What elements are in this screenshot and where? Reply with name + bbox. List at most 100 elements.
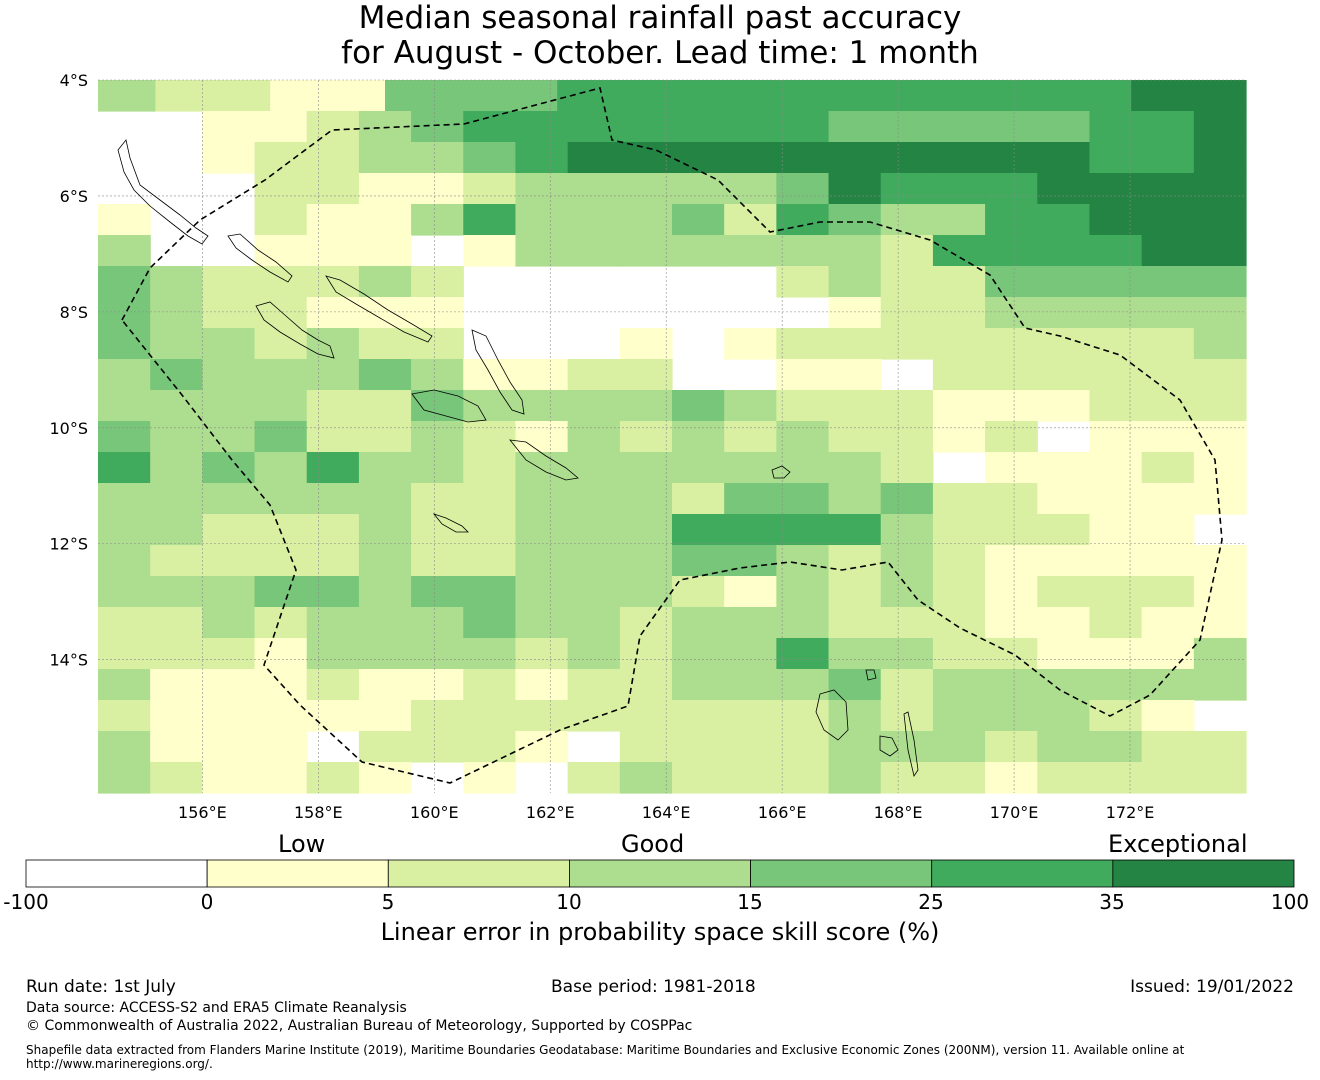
skill-cell bbox=[411, 669, 464, 701]
skill-cell bbox=[202, 297, 256, 329]
skill-cell bbox=[724, 328, 777, 360]
skill-cell bbox=[411, 700, 464, 732]
skill-cell bbox=[1037, 297, 1091, 329]
skill-cell bbox=[1193, 297, 1247, 329]
skill-cell bbox=[150, 328, 203, 360]
skill-cell bbox=[515, 576, 569, 608]
skill-cell bbox=[1193, 638, 1247, 670]
coastline-makira bbox=[509, 439, 579, 481]
skill-cell bbox=[254, 390, 308, 422]
skill-cell bbox=[932, 359, 986, 391]
skill-cell bbox=[1193, 669, 1247, 701]
skill-cell bbox=[358, 731, 412, 763]
skill-cell bbox=[98, 731, 151, 763]
skill-cell bbox=[567, 483, 621, 515]
skill-cell bbox=[776, 359, 830, 391]
skill-cell bbox=[567, 173, 621, 205]
skill-cell bbox=[306, 452, 360, 484]
skill-cell bbox=[202, 483, 256, 515]
skill-cell bbox=[932, 669, 986, 701]
skill-cell bbox=[1037, 173, 1091, 205]
skill-cell bbox=[98, 80, 156, 112]
skill-cell bbox=[880, 390, 934, 422]
skill-cell bbox=[672, 173, 725, 205]
data-source: Data source: ACCESS-S2 and ERA5 Climate … bbox=[26, 1000, 407, 1016]
skill-cell bbox=[985, 514, 1038, 546]
skill-cell bbox=[567, 452, 621, 484]
skill-cell bbox=[880, 297, 934, 329]
skill-cell bbox=[411, 483, 464, 515]
skill-cell bbox=[411, 390, 464, 422]
skill-cell bbox=[932, 731, 986, 763]
latitude-label: 10°S bbox=[49, 419, 88, 438]
skill-cell bbox=[932, 204, 986, 236]
eez-boundary bbox=[121, 87, 1223, 784]
skill-cell bbox=[306, 390, 360, 422]
skill-cell bbox=[672, 607, 725, 639]
skill-cell bbox=[1089, 638, 1143, 670]
skill-cell bbox=[776, 111, 830, 143]
skill-grid bbox=[98, 80, 1247, 794]
skill-cell bbox=[254, 266, 308, 298]
skill-cell bbox=[985, 545, 1038, 577]
skill-cell bbox=[672, 545, 725, 577]
skill-cell bbox=[1089, 452, 1143, 484]
skill-cell bbox=[619, 328, 673, 360]
skill-cell bbox=[463, 142, 517, 174]
skill-cell bbox=[1141, 235, 1195, 267]
skill-cell bbox=[463, 669, 517, 701]
skill-cell bbox=[776, 421, 830, 453]
skill-cell bbox=[98, 328, 151, 360]
skill-cell bbox=[98, 607, 151, 639]
skill-cell bbox=[880, 421, 934, 453]
skill-cell bbox=[1037, 142, 1091, 174]
skill-cell bbox=[724, 607, 777, 639]
skill-cell bbox=[880, 669, 934, 701]
colorbar-segment bbox=[931, 859, 1114, 888]
skill-cell bbox=[463, 421, 517, 453]
skill-cell bbox=[880, 545, 934, 577]
skill-cell bbox=[828, 576, 882, 608]
skill-cell bbox=[1193, 452, 1247, 484]
skill-cell bbox=[567, 235, 621, 267]
skill-cell bbox=[880, 762, 934, 794]
skill-cell bbox=[828, 235, 882, 267]
skill-cell bbox=[358, 235, 412, 267]
skill-cell bbox=[254, 204, 308, 236]
skill-cell bbox=[932, 297, 986, 329]
skill-cell bbox=[619, 235, 673, 267]
skill-cell bbox=[463, 700, 517, 732]
skill-cell bbox=[254, 452, 308, 484]
map-title-line1: Median seasonal rainfall past accuracy bbox=[358, 0, 962, 36]
skill-cell bbox=[828, 483, 882, 515]
skill-cell bbox=[1089, 421, 1143, 453]
skill-cell bbox=[98, 545, 151, 577]
skill-cell bbox=[98, 235, 151, 267]
skill-cell bbox=[619, 576, 673, 608]
coastline-espiritu-santo bbox=[815, 689, 849, 741]
skill-cell bbox=[932, 328, 986, 360]
skill-cell bbox=[776, 328, 830, 360]
skill-cell bbox=[880, 483, 934, 515]
skill-cell bbox=[1089, 731, 1143, 763]
skill-cell bbox=[411, 173, 464, 205]
skill-cell bbox=[932, 576, 986, 608]
skill-cell bbox=[150, 607, 203, 639]
skill-cell bbox=[1089, 111, 1143, 143]
skill-cell bbox=[776, 204, 830, 236]
skill-cell bbox=[270, 80, 329, 112]
skill-cell bbox=[358, 638, 412, 670]
map-gridlines bbox=[98, 79, 1246, 793]
skill-cell bbox=[724, 483, 777, 515]
skill-cell bbox=[202, 142, 256, 174]
skill-cell bbox=[98, 762, 151, 794]
skill-cell bbox=[614, 80, 673, 112]
skill-cell bbox=[411, 452, 464, 484]
skill-cell bbox=[1089, 390, 1143, 422]
colorbar-segment bbox=[25, 859, 208, 888]
skill-cell bbox=[828, 731, 882, 763]
skill-cell bbox=[202, 328, 256, 360]
skill-cell bbox=[1193, 762, 1247, 794]
skill-cell bbox=[411, 266, 464, 298]
skill-cell bbox=[358, 359, 412, 391]
